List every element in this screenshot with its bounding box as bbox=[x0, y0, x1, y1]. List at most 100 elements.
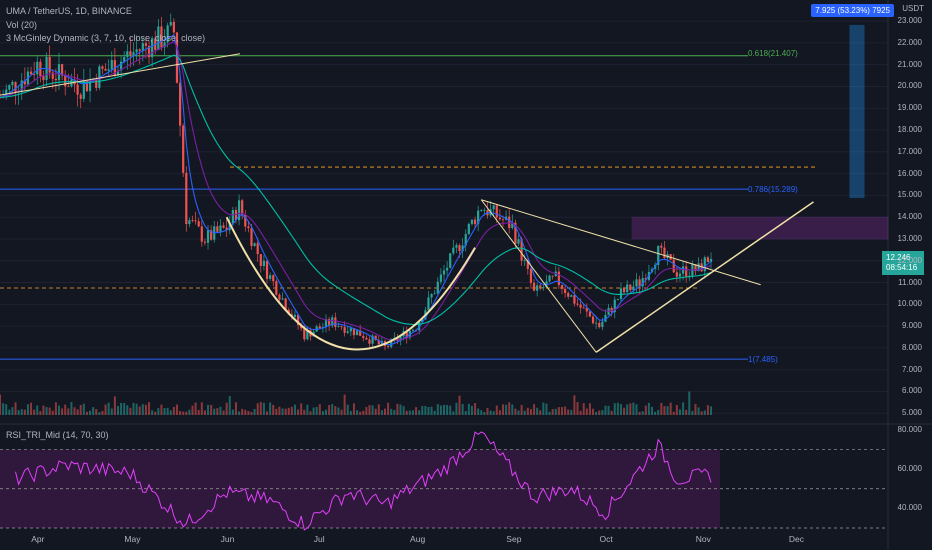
candle-body bbox=[601, 321, 604, 328]
volume-bar bbox=[666, 406, 669, 415]
time-tick: Nov bbox=[695, 534, 711, 544]
candle-body bbox=[101, 66, 104, 69]
candle-body bbox=[529, 268, 533, 283]
rsi-tick: 60.000 bbox=[897, 464, 922, 474]
candle-body bbox=[82, 80, 85, 99]
candle-body bbox=[483, 210, 486, 211]
rsi-tick: 40.000 bbox=[897, 503, 922, 513]
volume-bar bbox=[632, 402, 635, 415]
candle-body bbox=[579, 304, 582, 308]
candle-body bbox=[281, 298, 284, 300]
candle-body bbox=[160, 26, 163, 48]
volume-bar bbox=[564, 406, 567, 415]
volume-legend[interactable]: Vol (20) bbox=[6, 20, 38, 30]
volume-bar bbox=[315, 407, 318, 415]
volume-bar bbox=[116, 405, 119, 415]
volume-bar bbox=[293, 404, 296, 415]
volume-bar bbox=[399, 404, 402, 415]
volume-bar bbox=[467, 403, 470, 415]
candle-body bbox=[119, 61, 123, 71]
candle-body bbox=[272, 275, 275, 282]
volume-bar bbox=[455, 402, 458, 415]
candle-body bbox=[293, 314, 297, 317]
volume-bar bbox=[539, 410, 542, 415]
candle-body bbox=[241, 200, 244, 215]
volume-bar bbox=[582, 403, 585, 415]
volume-bar bbox=[225, 402, 228, 415]
mcginley-lines bbox=[0, 34, 712, 346]
volume-bar bbox=[120, 402, 123, 415]
mcginley-legend[interactable]: 3 McGinley Dynamic (3, 7, 10, close, clo… bbox=[6, 33, 206, 43]
volume-bar bbox=[356, 410, 359, 415]
volume-bar bbox=[113, 396, 116, 415]
volume-bar bbox=[579, 410, 582, 415]
candle-body bbox=[163, 42, 166, 48]
volume-bar bbox=[33, 409, 36, 415]
volume-bar bbox=[536, 407, 539, 415]
volume-bar bbox=[17, 410, 20, 415]
volume-bar bbox=[380, 410, 383, 415]
volume-bar bbox=[377, 404, 380, 415]
candle-body bbox=[265, 260, 269, 279]
candle-body bbox=[458, 245, 461, 252]
volume-bar bbox=[446, 404, 449, 415]
candle-body bbox=[685, 266, 688, 277]
volume-bar bbox=[36, 405, 39, 415]
candle-body bbox=[51, 72, 54, 79]
rsi-legend[interactable]: RSI_TRI_Mid (14, 70, 30) bbox=[6, 430, 109, 440]
volume-bar bbox=[67, 408, 70, 415]
countdown: 08:54:16 bbox=[886, 263, 918, 272]
volume-bar bbox=[651, 406, 654, 415]
volume-bar bbox=[557, 407, 560, 415]
candle-body bbox=[349, 328, 352, 332]
rsi-tick: 80.000 bbox=[897, 424, 922, 434]
mcginley-line bbox=[0, 40, 712, 341]
volume-bar bbox=[306, 404, 309, 415]
price-tick: 22.000 bbox=[897, 37, 922, 47]
volume-bar bbox=[598, 410, 601, 415]
volume-bar bbox=[328, 405, 331, 415]
volume-bar bbox=[194, 402, 197, 415]
volume-bar bbox=[486, 407, 489, 415]
candle-body bbox=[157, 26, 160, 50]
volume-bar bbox=[700, 411, 703, 415]
candle-body bbox=[613, 299, 616, 313]
candle-body bbox=[672, 259, 675, 273]
candle-body bbox=[421, 319, 424, 323]
volume-bar bbox=[365, 407, 368, 415]
volume-bar bbox=[678, 409, 681, 415]
candle-body bbox=[616, 299, 619, 300]
candle-body bbox=[365, 337, 368, 340]
volume-bar bbox=[402, 406, 405, 415]
volume-bar bbox=[8, 409, 11, 415]
candle-body bbox=[362, 335, 365, 338]
candle-body bbox=[166, 25, 169, 43]
candle-body bbox=[67, 86, 70, 88]
volume-bar bbox=[706, 405, 709, 415]
candle-body bbox=[79, 94, 82, 99]
volume-bar bbox=[278, 406, 281, 415]
triangle-top bbox=[481, 199, 761, 286]
volume-bar bbox=[464, 411, 467, 415]
volume-bar bbox=[626, 404, 629, 415]
candle-body bbox=[132, 52, 135, 55]
volume-bar bbox=[253, 408, 256, 415]
candle-body bbox=[523, 260, 526, 262]
volume-bar bbox=[331, 404, 334, 415]
volume-bar bbox=[163, 408, 166, 415]
symbol-legend[interactable]: UMA / TetherUS, 1D, BINANCE bbox=[6, 6, 132, 16]
candle-body bbox=[340, 326, 343, 328]
volume-bar bbox=[567, 409, 570, 415]
candle-body bbox=[123, 57, 126, 62]
candle-body bbox=[194, 220, 197, 222]
volume-bar bbox=[325, 409, 328, 415]
volume-bar bbox=[337, 407, 340, 415]
price-tick: 19.000 bbox=[897, 103, 922, 113]
candle-body bbox=[473, 219, 477, 225]
candle-body bbox=[303, 328, 306, 340]
volume-bar bbox=[104, 404, 107, 415]
candle-body bbox=[324, 319, 328, 327]
price-tick: 10.000 bbox=[897, 299, 922, 309]
